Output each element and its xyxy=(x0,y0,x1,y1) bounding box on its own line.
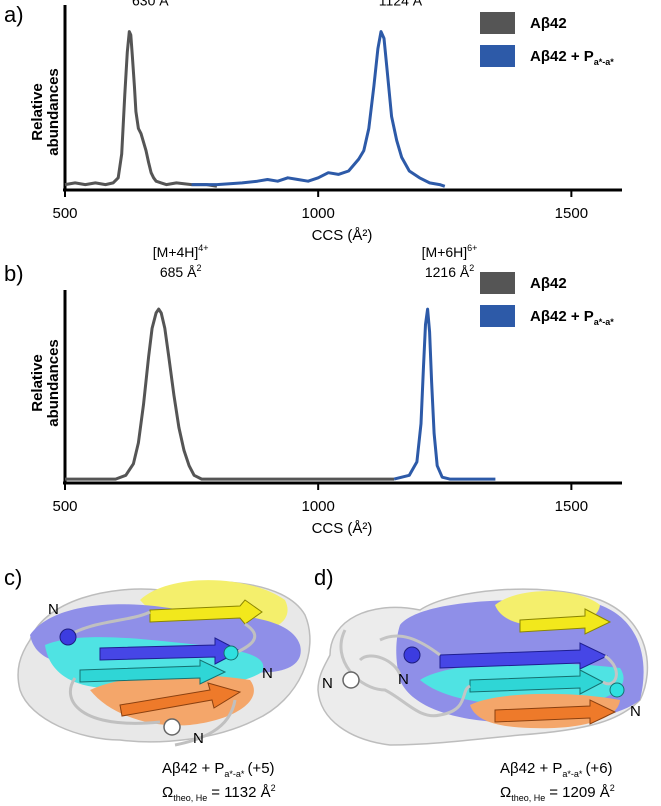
panel-a-legend-swatch-complex xyxy=(480,45,515,67)
panel-d-surface xyxy=(317,588,649,746)
x-tick-label: 1500 xyxy=(555,498,588,515)
x-tick-label: 1000 xyxy=(301,205,334,222)
panel-b-series-complex-line xyxy=(393,307,496,481)
panel-b-legend-swatch-complex xyxy=(480,305,515,327)
panel-c-n-terminus-cyan-sphere xyxy=(223,645,239,661)
panel-a-ylabel-line1: Relative xyxy=(29,83,46,141)
x-tick-label: 500 xyxy=(52,498,77,515)
peak-ccs-label: 1124 Å2 xyxy=(379,0,427,9)
panel-c-n-label-3: N xyxy=(193,730,204,747)
panel-d-omega: Ωtheo, He = 1209 Å2 xyxy=(500,783,615,803)
x-tick-label: 1000 xyxy=(301,498,334,515)
panel-c-n-label-1: N xyxy=(48,601,59,618)
panel-b-ylabel-line2: abundances xyxy=(45,339,62,427)
panel-b-legend-complex: Aβ42 + Pa*-a* xyxy=(530,308,614,327)
panel-d-n-label-3: N xyxy=(630,703,641,720)
panel-c-omega: Ωtheo, He = 1132 Å2 xyxy=(162,783,276,803)
peak-ion-label: [M+4H]4+ xyxy=(153,243,209,260)
panel-a-legend-swatch-abeta xyxy=(480,12,515,34)
x-tick-label: 1500 xyxy=(555,205,588,222)
panel-a-ticks: 500 1000 1500 xyxy=(52,190,588,222)
panel-a-series-abeta-line xyxy=(64,30,218,188)
panel-d-ribbon xyxy=(339,608,618,725)
panel-d-caption: Aβ42 + Pa*-a* (+6) xyxy=(500,760,613,779)
panel-d-n-label-2: N xyxy=(398,671,409,688)
panel-a-xlabel: CCS (Å²) xyxy=(312,227,373,244)
peak-ccs-label: 630 Å2 xyxy=(132,0,174,9)
peak-ccs-label: 685 Å2 xyxy=(160,263,202,280)
peak-ion-label: [M+6H]6+ xyxy=(422,243,478,260)
panel-c-ribbon xyxy=(64,599,263,747)
panel-d-n-terminus-cyan-sphere xyxy=(609,682,625,698)
panel-b-label: b) xyxy=(4,261,24,286)
panel-c-surface xyxy=(17,580,311,743)
panel-a-series-complex-line xyxy=(191,30,446,188)
panel-a-peak-labels: [M+3H]3+630 Å2[M+5H]5+1124 Å2 xyxy=(132,0,427,9)
x-tick-label: 500 xyxy=(52,205,77,222)
panel-d-structure: d) N N N Aβ42 + Pa*-a* (+6) Ωtheo, He = 12… xyxy=(314,565,649,803)
panel-a-label: a) xyxy=(4,2,24,27)
panel-b-xlabel: CCS (Å²) xyxy=(312,520,373,537)
panel-b-legend-abeta: Aβ42 xyxy=(530,275,567,292)
panel-d-n-terminus-blue-sphere xyxy=(403,646,421,664)
panel-c-n-terminus-blue-sphere xyxy=(59,628,77,646)
panel-b-series-abeta-line xyxy=(65,307,395,481)
panel-b-legend-swatch-abeta xyxy=(480,272,515,294)
peak-ccs-label: 1216 Å2 xyxy=(425,263,474,280)
panel-a-legend-abeta: Aβ42 xyxy=(530,15,567,32)
panel-a-ylabel-line2: abundances xyxy=(45,68,62,156)
panel-d-label: d) xyxy=(314,565,334,590)
panel-d-n-terminus-white-sphere xyxy=(342,671,360,689)
panel-d-n-label-1: N xyxy=(322,675,333,692)
panel-c-n-terminus-white-sphere xyxy=(163,718,181,736)
panel-c-n-label-2: N xyxy=(262,665,273,682)
panel-c-label: c) xyxy=(4,565,22,590)
panel-c-structure: c) N N N Aβ42 + Pa*-a* (+5) Ωtheo, He = 11… xyxy=(4,565,311,803)
panel-b-ticks: 500 1000 1500 xyxy=(52,483,588,515)
panel-b-ylabel-line1: Relative xyxy=(29,354,46,412)
panel-a-legend-complex: Aβ42 + Pa*-a* xyxy=(530,48,614,67)
panel-b: b) Relative abundances 500 1000 1500 CCS (… xyxy=(4,243,622,537)
panel-c-caption: Aβ42 + Pa*-a* (+5) xyxy=(162,760,275,779)
panel-a: a) Relative abundances 500 1000 1500 CCS (… xyxy=(4,0,622,244)
panel-b-peak-labels: [M+4H]4+ 685 Å2 [M+6H]6+ 1216 Å2 xyxy=(153,243,478,280)
